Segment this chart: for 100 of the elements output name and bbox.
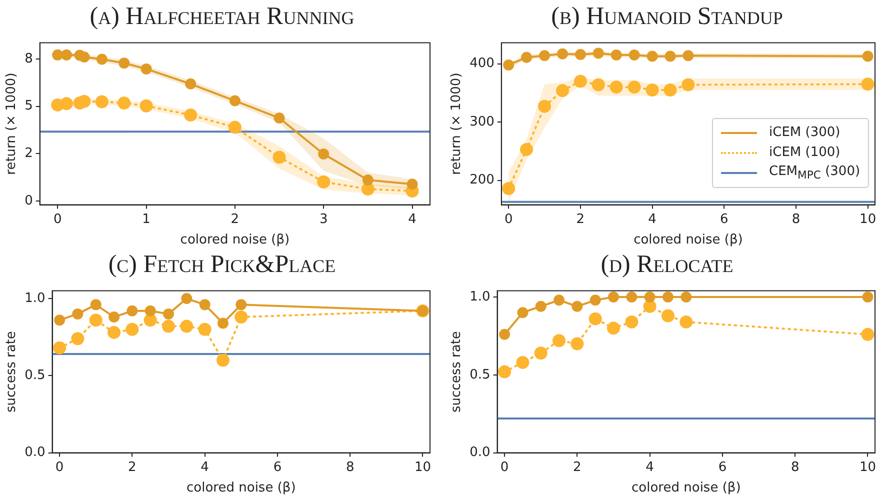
point — [198, 322, 212, 336]
x-tick-label: 8 — [792, 212, 800, 227]
point — [60, 49, 72, 60]
y-tick-label: 1.0 — [24, 290, 46, 306]
x-tick-label: 4 — [408, 212, 416, 227]
x-tick-label: 2 — [128, 460, 136, 475]
point — [498, 365, 512, 378]
point — [317, 175, 330, 188]
point — [625, 315, 638, 328]
point — [162, 320, 175, 333]
point — [228, 120, 242, 134]
point — [234, 310, 248, 324]
point — [680, 315, 693, 328]
point — [574, 48, 586, 60]
x-tick-label: 8 — [790, 460, 800, 475]
point — [552, 334, 566, 348]
point — [199, 299, 210, 310]
x-axis-title: colored noise (β) — [634, 232, 743, 248]
y-tick-label: 0.5 — [24, 368, 46, 384]
x-tick-label: 4 — [200, 460, 209, 475]
point — [590, 294, 601, 306]
point — [274, 112, 285, 124]
point — [96, 54, 108, 65]
point — [502, 182, 516, 195]
x-tick-label: 8 — [346, 460, 354, 475]
point — [608, 292, 619, 303]
y-tick-label: 0.0 — [470, 445, 490, 460]
point — [181, 293, 192, 304]
point — [516, 356, 530, 369]
point — [574, 74, 587, 88]
x-tick-label: 0 — [500, 460, 509, 475]
point — [556, 84, 569, 98]
x-tick-label: 2 — [576, 212, 585, 227]
point — [229, 95, 240, 106]
legend-label: CEM$_{MPC}$ (300) — [769, 164, 860, 182]
point — [217, 318, 228, 329]
point — [95, 95, 108, 108]
point — [163, 308, 174, 320]
y-tick-label: 2 — [24, 146, 33, 162]
point — [118, 58, 130, 69]
point — [71, 332, 84, 346]
point — [539, 50, 550, 62]
point — [318, 148, 330, 160]
y-axis-title: success rate — [449, 331, 464, 412]
chart-title: (b) Humanoid Standup — [550, 2, 784, 32]
y-axis-title: return (× 1000) — [4, 72, 20, 175]
point — [556, 48, 568, 60]
point — [538, 100, 552, 113]
point — [628, 80, 641, 94]
point — [682, 78, 695, 92]
point — [517, 307, 528, 318]
point — [499, 328, 510, 340]
point — [53, 341, 66, 354]
y-tick-label: 8 — [24, 51, 33, 66]
x-tick-label: 3 — [319, 212, 328, 227]
x-axis-title: colored noise (β) — [180, 232, 290, 248]
point — [54, 314, 66, 326]
point — [646, 84, 659, 96]
point — [570, 337, 584, 350]
point — [610, 80, 623, 94]
point — [144, 305, 156, 316]
point — [126, 305, 138, 316]
point — [554, 294, 565, 306]
point — [520, 142, 534, 156]
y-axis-title: success rate — [4, 331, 20, 412]
point — [362, 174, 374, 186]
y-tick-label: 5 — [24, 98, 33, 114]
point — [108, 326, 121, 339]
point — [661, 309, 674, 322]
x-tick-label: 1 — [142, 212, 150, 227]
x-tick-label: 2 — [573, 460, 582, 475]
point — [572, 300, 583, 312]
point — [646, 50, 658, 62]
point — [862, 292, 874, 303]
x-tick-label: 6 — [718, 460, 727, 475]
point — [534, 346, 548, 360]
x-tick-label: 10 — [414, 460, 432, 475]
x-axis-title: colored noise (β) — [632, 480, 741, 496]
point — [861, 328, 874, 341]
x-tick-label: 2 — [230, 212, 240, 227]
x-tick-label: 0 — [53, 212, 62, 227]
y-tick-label: 200 — [470, 172, 494, 188]
x-tick-label: 0 — [504, 212, 513, 227]
point — [185, 78, 196, 90]
point — [236, 299, 247, 310]
point — [90, 299, 102, 310]
y-axis-title: return (× 1000) — [449, 72, 464, 175]
x-tick-label: 0 — [55, 460, 64, 475]
point — [680, 292, 692, 303]
chart-title: (d) Relocate — [600, 250, 734, 280]
point — [643, 300, 656, 313]
point — [664, 50, 676, 62]
point — [592, 48, 604, 59]
legend-label: iCEM (100) — [769, 145, 840, 160]
point — [52, 49, 64, 60]
point — [60, 97, 73, 110]
point — [78, 52, 90, 63]
chart-title: (c) Fetch Pick&Place — [107, 250, 337, 280]
x-tick-label: 6 — [720, 212, 728, 227]
point — [682, 50, 694, 62]
